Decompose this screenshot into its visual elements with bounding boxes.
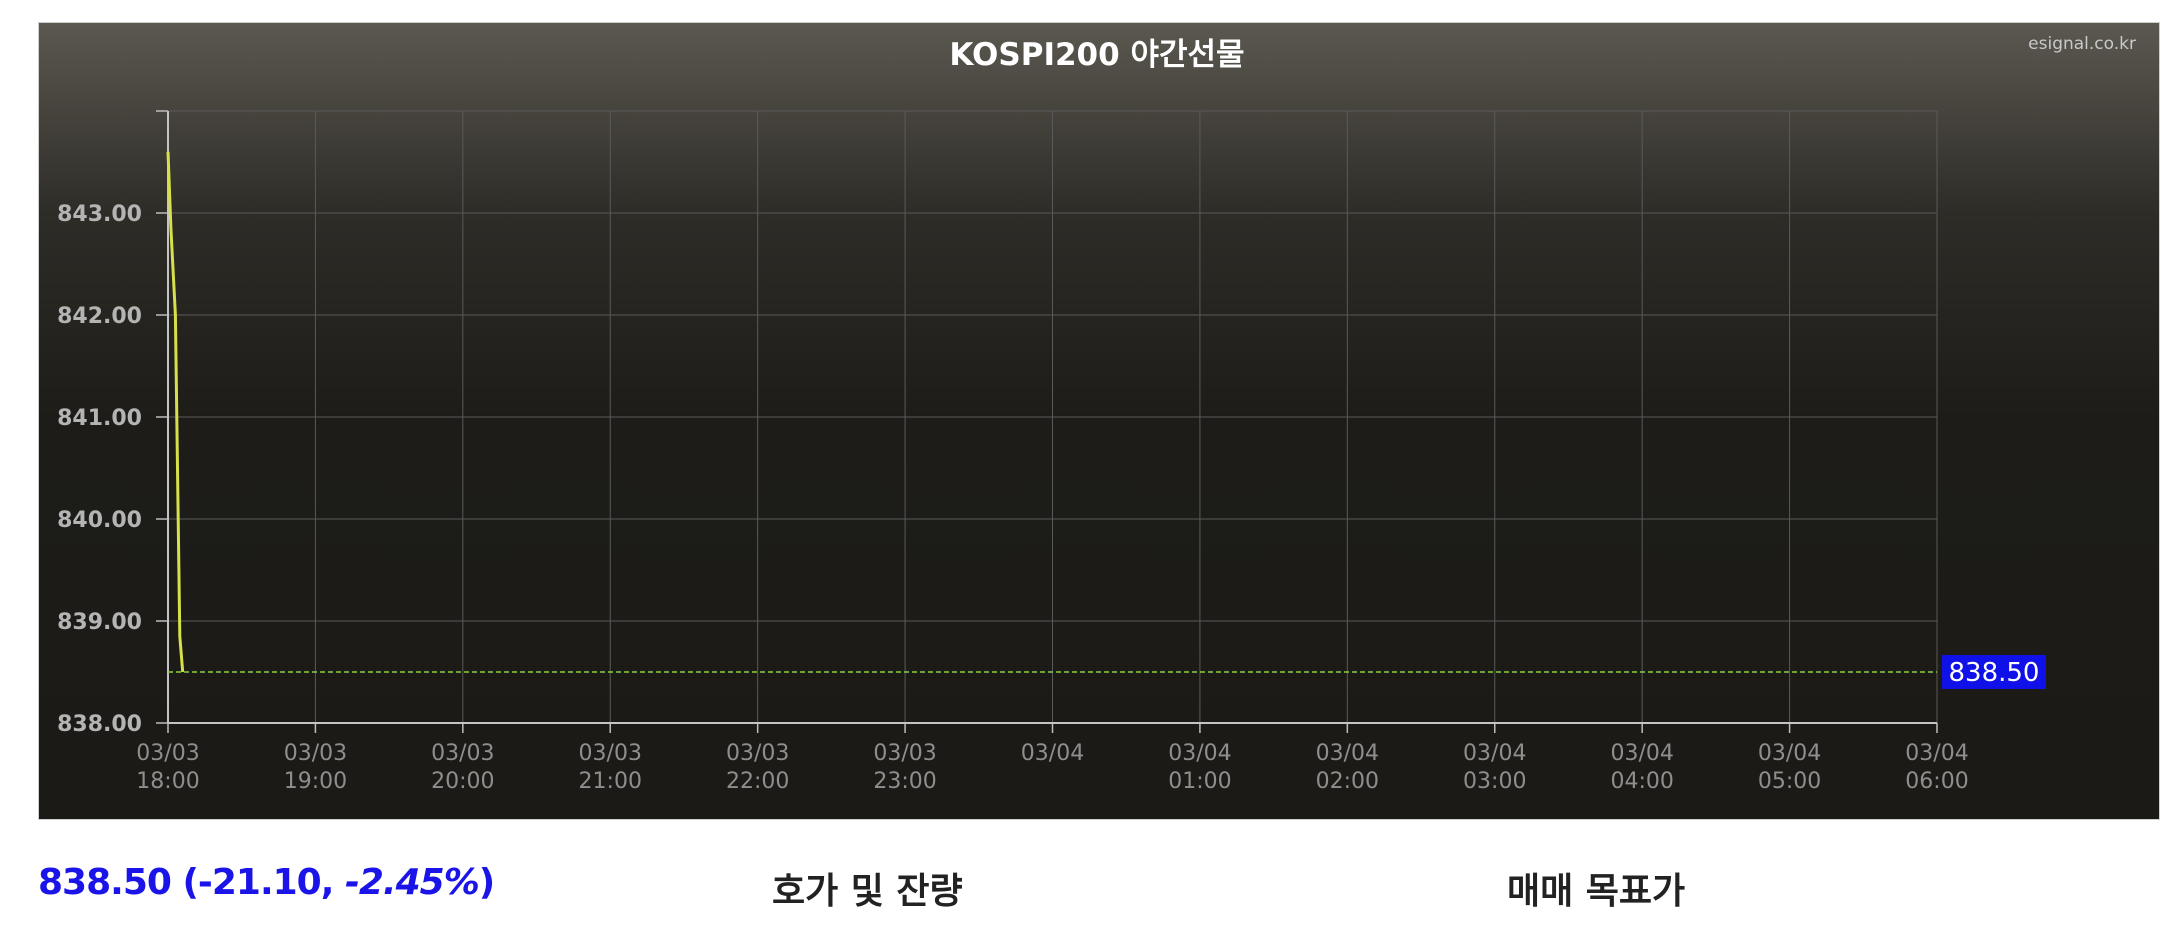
x-tick-label: 03/03 20:00 [431,741,494,794]
target-price-heading: 매매 목표가 [1507,871,1686,912]
x-tick-line: 04:00 [1610,769,1673,794]
x-tick-line: 23:00 [873,769,936,794]
x-tick-line: 03/04 [1021,741,1084,766]
x-tick-label: 03/04 06:00 [1905,741,1968,794]
x-tick-line: 03/03 [579,741,642,766]
price-line [166,151,185,673]
series-layer [166,151,185,673]
x-tick-label: 03/03 19:00 [284,741,347,794]
x-tick-line: 03/04 [1905,741,1968,766]
last-value-label-box [1942,655,2046,689]
x-tick-line: 03/04 [1168,741,1231,766]
x-tick-line: 18:00 [136,769,199,794]
x-tick-line: 21:00 [579,769,642,794]
x-tick-line: 06:00 [1905,769,1968,794]
x-tick-label: 03/04 03:00 [1463,741,1526,794]
source-credit: esignal.co.kr [2028,34,2136,54]
x-tick-label: 03/04 01:00 [1168,741,1231,794]
current-quote: 838.50 (-21.10, -2.45%) [38,862,495,903]
last-value-label: 838.50 [1949,658,2040,688]
x-tick-line: 03/04 [1758,741,1821,766]
line-chart: KOSPI200 야간선물 esignal.co.kr 838.00 839.00… [57,34,2136,794]
y-tick-label: 842.00 [57,304,142,329]
x-tick-line: 22:00 [726,769,789,794]
x-tick-line: 02:00 [1316,769,1379,794]
x-tick-line: 03/03 [136,741,199,766]
x-tick-line: 03/03 [726,741,789,766]
x-tick-line: 01:00 [1168,769,1231,794]
x-tick-label: 03/04 04:00 [1610,741,1673,794]
x-tick-line: 03/04 [1463,741,1526,766]
x-tick-label: 03/03 22:00 [726,741,789,794]
x-tick-label: 03/03 18:00 [136,741,199,794]
last-value-layer: 838.50 [168,655,2046,689]
x-tick-line: 20:00 [431,769,494,794]
orderbook-heading: 호가 및 잔량 [772,871,963,912]
quote-main: 838.50 (-21.10, [38,862,345,903]
x-tick-line: 03/03 [284,741,347,766]
x-tick-line: 19:00 [284,769,347,794]
quote-close-paren: ) [478,862,495,903]
chart-title: KOSPI200 야간선물 [949,37,1244,73]
x-tick-line: 03/03 [431,741,494,766]
y-tick-label: 841.00 [57,406,142,431]
quote-change-percent: -2.45% [344,862,480,903]
x-tick-line: 03/04 [1610,741,1673,766]
x-tick-label: 03/03 21:00 [579,741,642,794]
x-tick-label: 03/04 [1021,741,1084,766]
y-tick-label: 839.00 [57,610,142,635]
x-tick-label: 03/04 02:00 [1316,741,1379,794]
x-tick-line: 03:00 [1463,769,1526,794]
y-tick-label: 838.00 [57,712,142,737]
x-tick-label: 03/04 05:00 [1758,741,1821,794]
y-tick-label: 843.00 [57,202,142,227]
x-tick-line: 05:00 [1758,769,1821,794]
x-tick-label: 03/03 23:00 [873,741,936,794]
chart-panel: KOSPI200 야간선물 esignal.co.kr 838.00 839.00… [38,22,2160,820]
x-tick-line: 03/03 [873,741,936,766]
grid [167,110,1938,724]
y-tick-label: 840.00 [57,508,142,533]
axes: 838.00 839.00 840.00 841.00 842.00 843.00 03/0… [57,110,1969,794]
x-tick-line: 03/04 [1316,741,1379,766]
